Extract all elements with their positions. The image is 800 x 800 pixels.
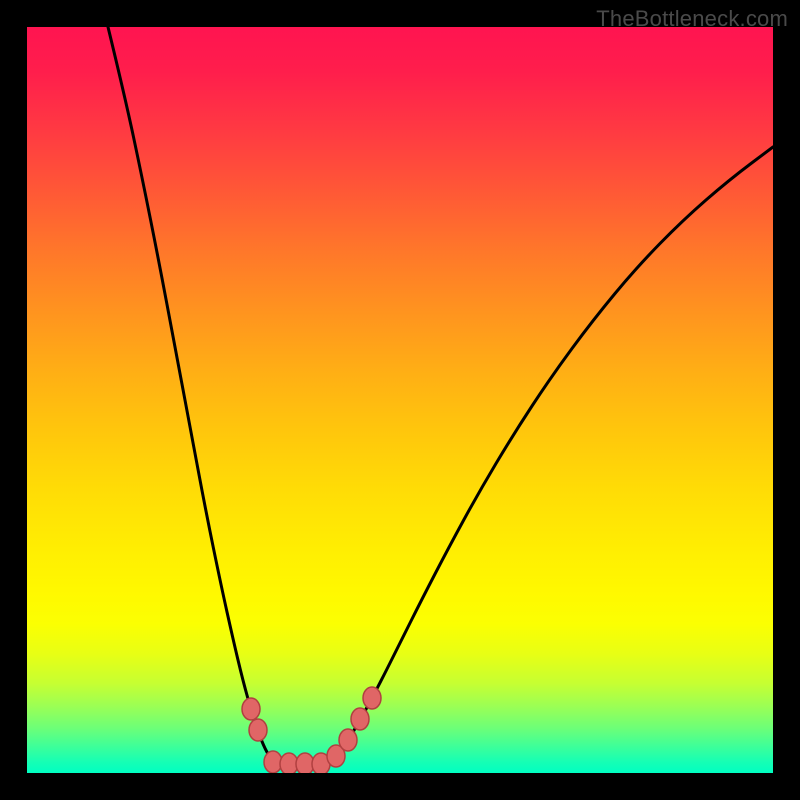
data-marker xyxy=(264,751,282,773)
data-marker xyxy=(351,708,369,730)
data-marker xyxy=(242,698,260,720)
data-marker xyxy=(249,719,267,741)
chart-svg xyxy=(27,27,773,773)
bottleneck-chart xyxy=(27,27,773,773)
data-marker xyxy=(339,729,357,751)
watermark-text: TheBottleneck.com xyxy=(596,6,788,32)
data-marker xyxy=(363,687,381,709)
gradient-background xyxy=(27,27,773,773)
